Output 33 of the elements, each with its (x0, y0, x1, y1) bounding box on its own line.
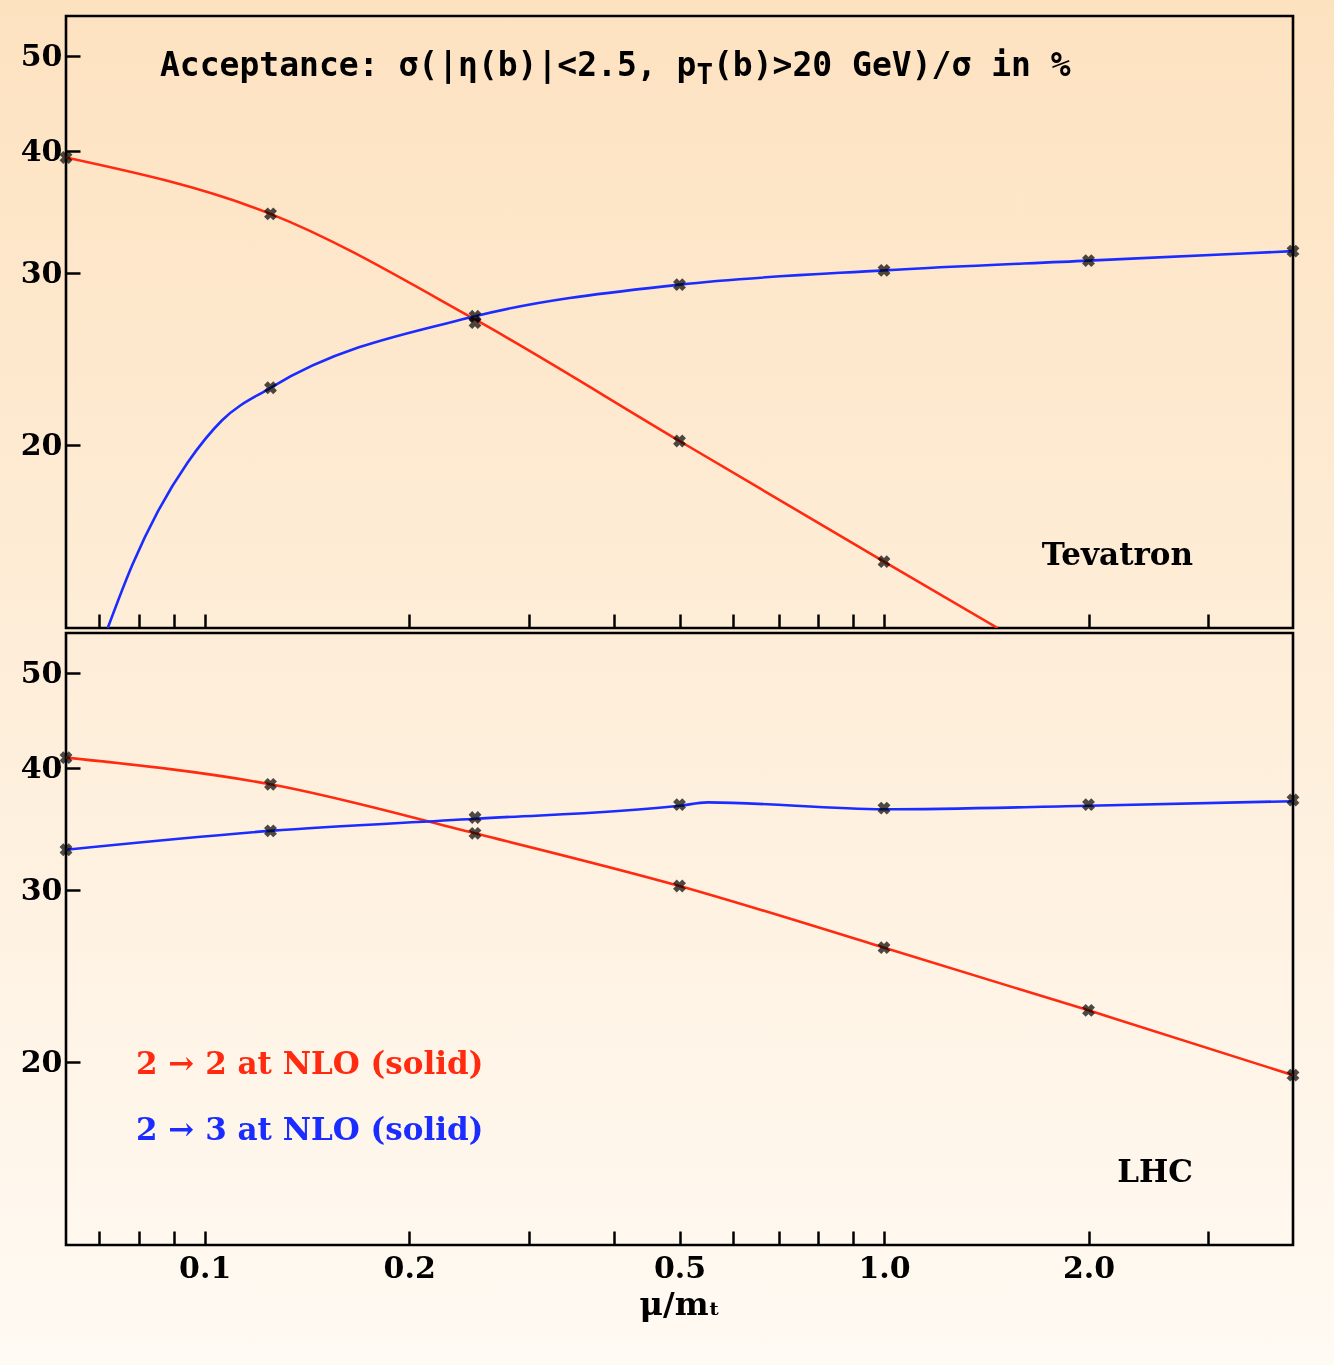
y-tick-label: 40 (20, 749, 63, 785)
point (1082, 798, 1095, 812)
point (468, 826, 482, 840)
text: 2 → 2 at NLO (solid) (136, 1045, 484, 1081)
x-axis-title: μ/mₜ (639, 1284, 721, 1323)
point (1286, 1068, 1300, 1082)
point (468, 811, 482, 825)
y-tick-label: 20 (20, 426, 63, 462)
point (877, 801, 891, 815)
x-tick-label: 2.0 (1062, 1249, 1116, 1285)
annotation: LHC (1117, 1153, 1193, 1189)
point (1082, 1003, 1095, 1017)
y-tick-label: 50 (20, 654, 63, 690)
point (59, 751, 73, 765)
point (59, 843, 73, 857)
point (673, 879, 686, 893)
text: 2 → 3 at NLO (solid) (136, 1111, 484, 1147)
point (1286, 793, 1300, 807)
y-tick-label: 20 (20, 1043, 63, 1079)
y-tick-label: 50 (20, 37, 63, 73)
x-tick-label: 0.1 (179, 1249, 232, 1285)
point (877, 941, 891, 955)
y-tick-label: 30 (20, 254, 63, 290)
x-tick-label: 1.0 (858, 1249, 911, 1285)
text: Acceptance: σ(|η(b)|<2.5, p$_{T}$(b)>20 GeV)/σ in % (160, 45, 1071, 90)
x-tick-label: 0.2 (383, 1249, 436, 1285)
point (264, 824, 277, 838)
y-tick-label: 40 (20, 132, 63, 168)
annotation: Tevatron (1041, 536, 1193, 572)
point (673, 798, 686, 812)
y-tick-label: 30 (20, 871, 63, 907)
x-tick-label: 0.5 (653, 1249, 707, 1285)
point (264, 777, 277, 791)
